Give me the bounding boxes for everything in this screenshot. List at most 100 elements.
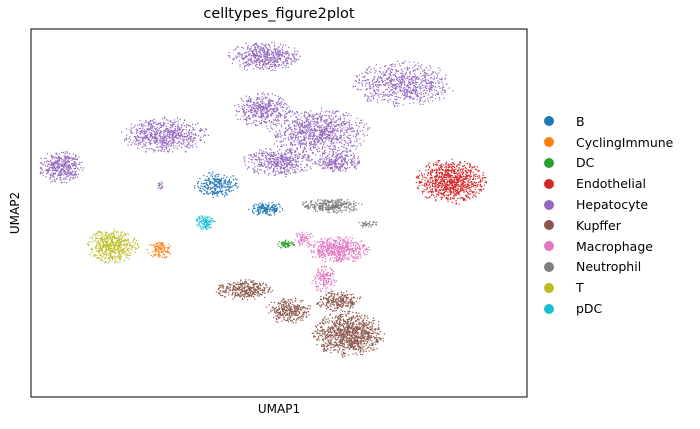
data-point xyxy=(408,87,410,89)
data-point xyxy=(447,175,449,177)
data-point xyxy=(153,140,155,142)
data-point xyxy=(364,95,366,97)
data-point xyxy=(258,152,260,154)
data-point xyxy=(218,182,220,184)
data-point xyxy=(261,49,263,51)
data-point xyxy=(414,82,416,84)
data-point xyxy=(211,191,213,193)
data-point xyxy=(154,246,156,248)
data-point xyxy=(244,114,246,117)
data-point xyxy=(402,73,404,75)
data-point xyxy=(292,242,294,244)
data-point xyxy=(446,197,448,199)
data-point xyxy=(422,84,424,87)
data-point xyxy=(277,161,279,163)
data-point xyxy=(361,119,363,121)
data-point xyxy=(154,122,156,124)
data-point xyxy=(160,130,162,132)
data-point xyxy=(267,48,269,50)
data-point xyxy=(265,118,267,120)
data-point xyxy=(454,187,456,189)
data-point xyxy=(159,245,161,247)
data-point xyxy=(273,209,275,212)
data-point xyxy=(463,165,465,167)
data-point xyxy=(391,80,393,82)
data-point xyxy=(279,141,281,143)
data-point xyxy=(256,47,258,49)
data-point xyxy=(287,245,289,247)
data-point xyxy=(451,178,453,180)
data-point xyxy=(463,185,465,187)
data-point xyxy=(164,117,166,119)
data-point xyxy=(436,92,438,94)
data-point xyxy=(313,131,315,133)
data-point xyxy=(258,163,260,165)
data-point xyxy=(277,133,279,136)
data-point xyxy=(155,135,157,137)
data-point xyxy=(270,104,272,106)
data-point xyxy=(167,122,169,124)
data-point xyxy=(467,193,470,195)
data-point xyxy=(444,186,446,188)
data-point xyxy=(130,144,132,146)
data-point xyxy=(425,189,427,191)
data-point xyxy=(310,144,312,146)
data-point xyxy=(313,139,315,141)
data-point xyxy=(291,144,294,146)
data-point xyxy=(269,157,271,159)
data-point xyxy=(447,191,449,193)
data-point xyxy=(479,190,481,192)
data-point xyxy=(285,173,288,175)
data-point xyxy=(378,93,380,95)
data-point xyxy=(455,183,457,186)
data-point xyxy=(319,140,321,142)
data-point xyxy=(284,131,287,133)
data-point xyxy=(258,156,260,158)
data-point xyxy=(454,176,456,178)
data-point xyxy=(446,172,449,174)
data-point xyxy=(145,151,147,153)
data-point xyxy=(319,129,321,131)
data-point xyxy=(278,135,280,137)
data-point xyxy=(276,53,278,55)
data-point xyxy=(460,169,462,171)
data-point xyxy=(186,139,188,142)
data-point xyxy=(453,183,455,185)
data-point xyxy=(267,104,269,106)
data-point xyxy=(462,198,464,201)
data-point xyxy=(421,184,423,186)
data-point xyxy=(265,212,267,214)
data-point xyxy=(255,114,257,116)
data-point xyxy=(456,182,458,184)
data-point xyxy=(278,112,280,114)
data-point xyxy=(280,243,282,245)
data-point xyxy=(444,77,446,79)
data-point xyxy=(434,98,436,100)
data-point xyxy=(313,114,315,116)
data-point xyxy=(426,184,428,186)
data-point xyxy=(160,131,163,133)
data-point xyxy=(183,140,185,142)
data-point xyxy=(302,132,304,134)
data-point xyxy=(415,81,417,84)
data-point xyxy=(260,113,262,115)
data-point xyxy=(313,118,315,120)
data-point xyxy=(269,49,271,51)
data-point xyxy=(237,52,239,54)
data-point xyxy=(175,136,177,138)
data-point xyxy=(449,166,451,168)
data-point xyxy=(254,207,256,209)
data-point xyxy=(169,148,171,150)
data-point xyxy=(465,178,467,180)
data-point xyxy=(251,55,253,57)
data-point xyxy=(217,178,219,181)
data-point xyxy=(409,96,411,98)
data-point xyxy=(135,141,137,143)
data-point xyxy=(166,132,168,135)
data-point xyxy=(324,121,326,123)
data-point xyxy=(470,186,472,188)
data-point xyxy=(433,186,435,188)
data-point xyxy=(224,196,226,198)
data-point xyxy=(211,181,213,183)
data-point xyxy=(290,132,292,134)
